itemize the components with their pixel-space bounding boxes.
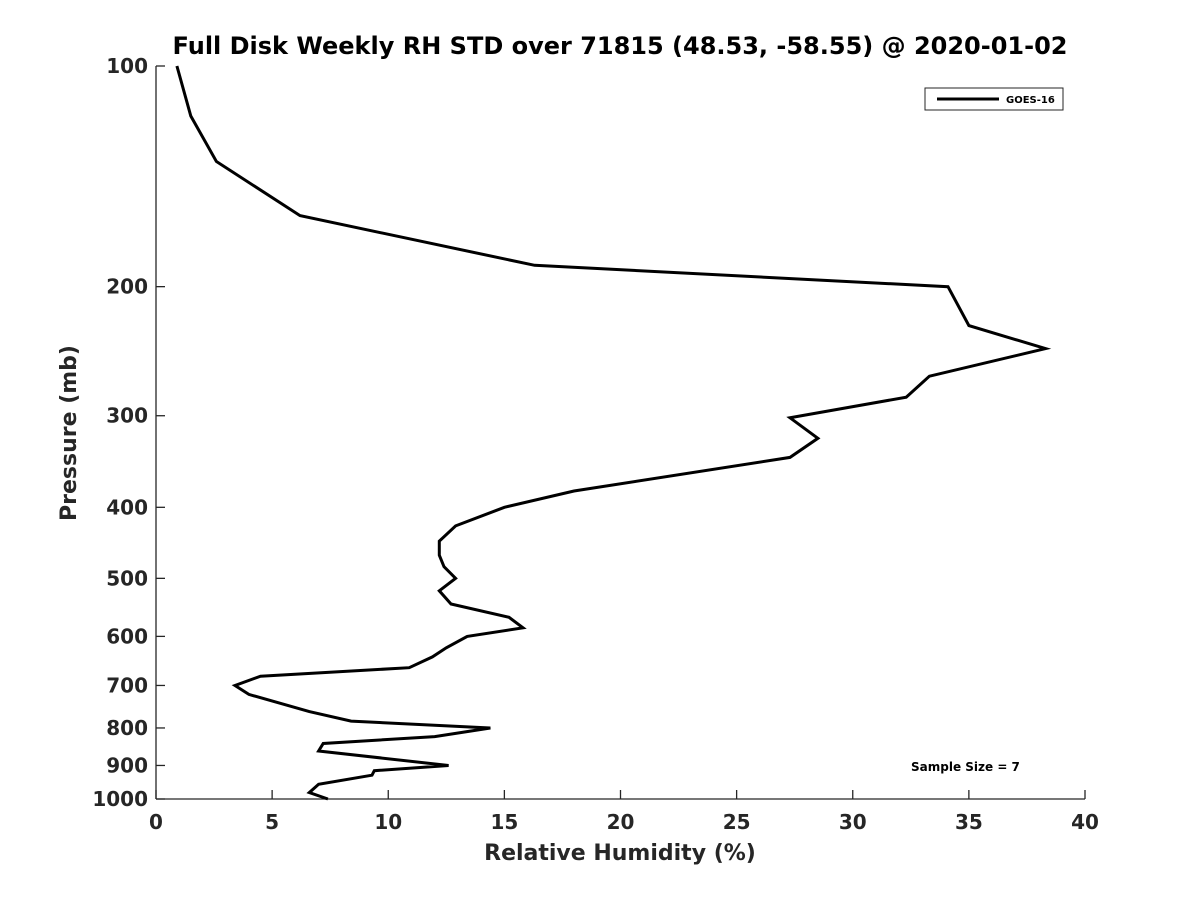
x-tick-label: 35	[955, 810, 983, 834]
chart-title: Full Disk Weekly RH STD over 71815 (48.5…	[173, 32, 1068, 60]
x-tick-label: 0	[149, 810, 163, 834]
legend: GOES-16	[924, 87, 1064, 111]
y-tick-label: 800	[106, 716, 148, 740]
x-tick-label: 30	[839, 810, 867, 834]
x-tick-label: 15	[490, 810, 518, 834]
y-tick-label: 200	[106, 275, 148, 299]
series-layer	[175, 65, 1052, 801]
y-tick-label: 400	[106, 495, 148, 519]
x-axis: 0 5 10 15 20 25 30 35 40	[149, 790, 1099, 834]
y-tick-label: 1000	[92, 787, 148, 811]
y-tick-label: 300	[106, 404, 148, 428]
y-tick-label: 500	[106, 566, 148, 590]
x-tick-label: 40	[1071, 810, 1099, 834]
x-tick-label: 5	[265, 810, 279, 834]
y-tick-label: 700	[106, 673, 148, 697]
y-tick-label: 900	[106, 753, 148, 777]
x-axis-label: Relative Humidity (%)	[484, 841, 756, 866]
legend-label-goes-16: GOES-16	[1006, 95, 1055, 106]
sample-size-annotation: Sample Size = 7	[911, 760, 1020, 774]
x-tick-label: 10	[374, 810, 402, 834]
y-tick-label: 600	[106, 624, 148, 648]
x-tick-label: 25	[723, 810, 751, 834]
y-axis-label: Pressure (mb)	[57, 345, 82, 521]
y-axis: 100 200 300 400 500 600 700 800 900 1000	[92, 54, 165, 811]
y-tick-label: 100	[106, 54, 148, 78]
x-tick-label: 20	[607, 810, 635, 834]
series-line-goes-16	[175, 65, 1052, 801]
